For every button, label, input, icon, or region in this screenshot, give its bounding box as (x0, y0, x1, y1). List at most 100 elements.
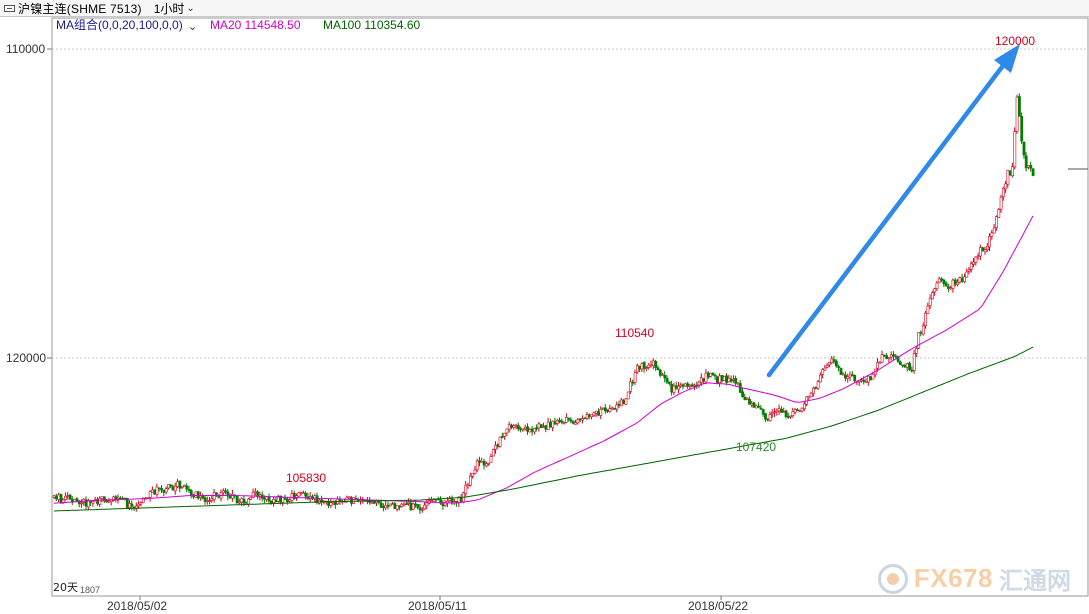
candle-body (866, 375, 870, 383)
candle-body (1031, 168, 1035, 176)
annotation-107420: 107420 (736, 440, 776, 454)
candle-body (553, 421, 557, 425)
candle-body (594, 410, 598, 414)
period-selector[interactable]: 1小时 ⌄ (154, 0, 195, 17)
candle-body (722, 376, 726, 381)
candle-body (391, 503, 395, 506)
candle-body (715, 376, 719, 383)
candle-body (624, 398, 628, 405)
candle-body (729, 378, 733, 382)
candle-body (533, 427, 536, 433)
candle-body (100, 496, 104, 499)
candle-body (329, 502, 333, 506)
candle-body (180, 485, 184, 488)
candlestick-series (52, 93, 1035, 514)
candle-body (395, 505, 399, 510)
annotation-110540: 110540 (615, 326, 654, 340)
candle-body (903, 365, 907, 368)
x-tick-label-0502: 2018/05/02 (107, 599, 167, 613)
ma-legend-chevron-icon[interactable]: ⌄ (188, 21, 197, 33)
candle-body (864, 381, 868, 383)
candle-body (1027, 165, 1030, 168)
candle-body (208, 500, 212, 502)
candle-body (743, 396, 747, 400)
candle-body (137, 503, 141, 507)
candle-body (869, 376, 873, 381)
candle-body (800, 407, 804, 412)
candle-body (491, 449, 495, 457)
candle-body (269, 500, 273, 504)
candle-body (990, 232, 994, 237)
candle-body (226, 491, 230, 497)
candle-body (640, 363, 644, 370)
candle-body (832, 359, 836, 362)
candle-body (173, 485, 177, 492)
contract-label: 1807 (80, 585, 100, 595)
candle-body (558, 419, 562, 422)
candle-body (853, 374, 857, 381)
candle-body (834, 360, 838, 367)
candle-body (615, 404, 619, 410)
range-label: 20天 (53, 581, 78, 594)
watermark-logo-text: FX678 (913, 563, 993, 593)
candle-body (420, 509, 424, 511)
candle-body (185, 485, 189, 490)
candle-body (976, 255, 980, 258)
x-tick-label-0522: 2018/05/22 (688, 599, 748, 613)
candle-body (160, 488, 164, 491)
candle-body (812, 387, 815, 395)
candle-body (576, 419, 580, 424)
candle-body (386, 505, 390, 507)
candle-body (1029, 165, 1033, 169)
candle-body (878, 361, 882, 364)
candle-body (471, 473, 475, 477)
candle-body (782, 411, 786, 413)
candle-body (407, 501, 411, 504)
candle-body (372, 501, 376, 504)
trend-arrow-head (994, 44, 1020, 73)
window-icon[interactable] (0, 0, 18, 17)
candle-body (670, 383, 674, 393)
candle-body (741, 391, 745, 397)
candle-body (587, 414, 591, 417)
candle-body (542, 426, 546, 428)
candle-body (507, 424, 511, 430)
instrument-label[interactable]: 沪镍主连(SHME 7513) (18, 1, 142, 16)
candle-body (656, 367, 660, 371)
ma100-legend: MA100 110354.60 (323, 18, 421, 32)
candle-body (960, 277, 964, 282)
candle-body (574, 422, 578, 425)
candle-body (535, 427, 539, 430)
candle-body (830, 358, 834, 363)
candle-body (494, 444, 498, 450)
candle-body (1004, 183, 1008, 190)
candle-body (157, 487, 161, 490)
candle-body (732, 378, 735, 381)
candle-body (512, 425, 516, 428)
candle-body (98, 498, 102, 505)
candle-body (979, 247, 982, 257)
candle-body (642, 362, 646, 369)
candle-body (768, 413, 772, 422)
candle-body (837, 366, 841, 368)
candle-body (562, 422, 566, 424)
candle-body (718, 375, 722, 383)
chart-toolbar: 沪镍主连(SHME 7513) 1小时 ⌄ (0, 0, 1089, 17)
candle-body (235, 495, 239, 504)
candle-body (64, 495, 67, 500)
candle-body (498, 436, 502, 447)
candle-body (480, 460, 484, 463)
ma-legend: MA组合(0,0,20,100,0,0) (56, 17, 183, 32)
candle-body (601, 408, 605, 410)
candle-body (496, 444, 500, 447)
candle-body (736, 382, 740, 385)
candle-body (965, 271, 969, 278)
candle-body (519, 428, 523, 430)
candle-body (619, 399, 623, 407)
candle-body (1011, 166, 1014, 177)
candle-body (967, 269, 971, 272)
candle-body (569, 419, 573, 422)
candle-body (720, 374, 724, 382)
candle-body (697, 381, 701, 386)
candle-body (999, 196, 1003, 210)
